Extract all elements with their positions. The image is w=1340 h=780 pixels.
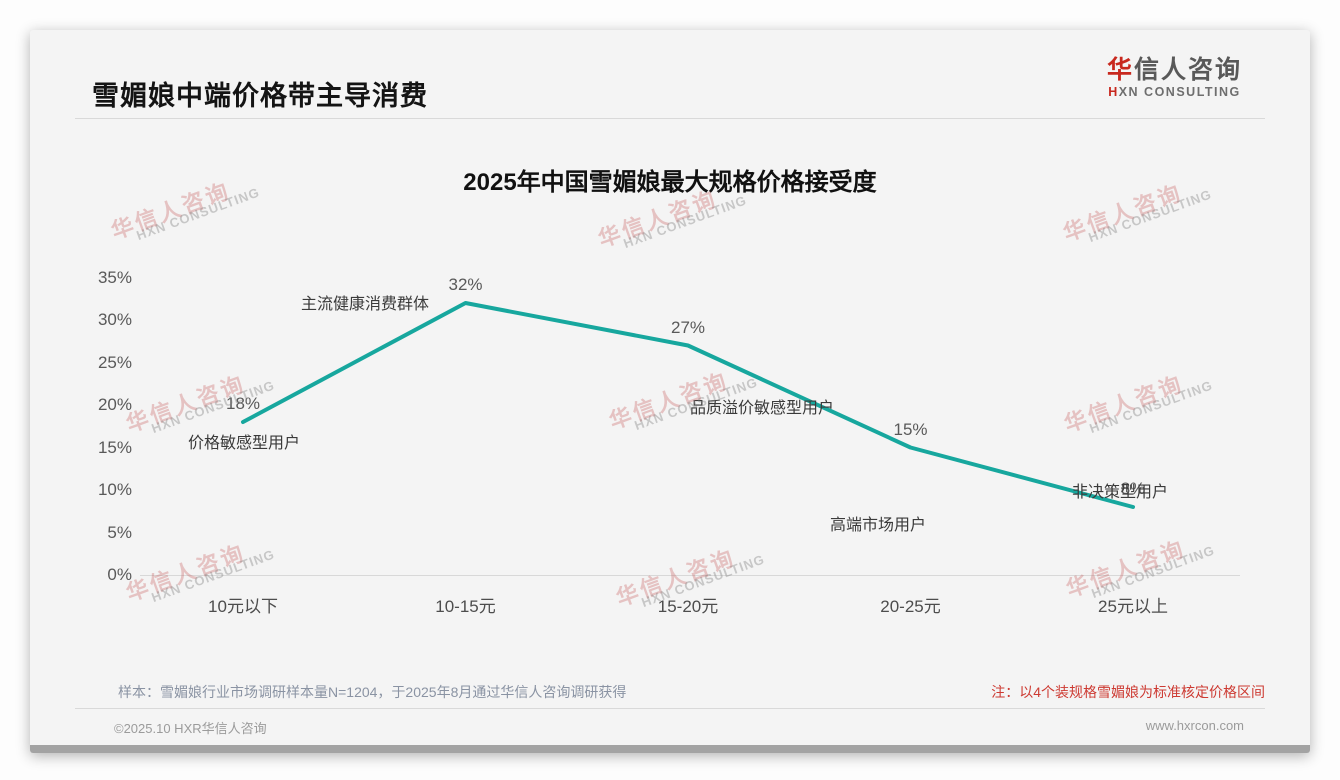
page-title: 雪媚娘中端价格带主导消费: [92, 81, 428, 111]
segment-annotation: 主流健康消费群体: [300, 296, 430, 313]
data-point-label: 8%: [1120, 479, 1146, 498]
segment-annotation: 高端市场用户: [829, 517, 927, 534]
logo-cn-text: 华信人咨询: [1106, 56, 1242, 84]
data-point-label: 18%: [225, 394, 261, 413]
x-axis-tick: 10-15元: [435, 597, 496, 616]
bottom-accent-bar: [30, 745, 1310, 753]
x-axis-tick: 20-25元: [880, 597, 941, 616]
header-divider: [75, 118, 1265, 119]
report-card: 雪媚娘中端价格带主导消费 华信人咨询 HXN CONSULTING 2025年中…: [30, 30, 1310, 753]
data-point-label: 15%: [893, 419, 928, 439]
chart-title: 2025年中国雪媚娘最大规格价格接受度: [463, 169, 877, 196]
sample-note: 样本：雪媚娘行业市场调研样本量N=1204，于2025年8月通过华信人咨询调研获…: [118, 684, 627, 700]
segment-annotation: 品质溢价敏感型用户: [689, 400, 835, 417]
x-axis-tick: 10元以下: [208, 597, 278, 616]
company-logo: 华信人咨询 HXN CONSULTING: [1107, 56, 1242, 99]
segment-annotation: 价格敏感型用户: [187, 435, 301, 452]
copyright-text: ©2025.10 HXR华信人咨询: [114, 721, 267, 736]
y-axis-tick: 25%: [97, 352, 132, 372]
y-axis-tick: 0%: [107, 565, 132, 584]
website-url: www.hxrcon.com: [1145, 718, 1244, 733]
data-point-label: 27%: [670, 317, 706, 337]
price-basis-note: 注：以4个装规格雪媚娘为标准核定价格区间: [991, 684, 1265, 700]
logo-en-text: HXN CONSULTING: [1108, 84, 1241, 99]
y-axis-tick: 30%: [97, 310, 132, 329]
data-point-label: 32%: [448, 275, 483, 294]
x-axis-line: [140, 575, 1240, 576]
segment-annotation: 非决策型用户: [1071, 484, 1169, 501]
trend-line-svg: [241, 301, 1135, 509]
price-acceptance-line-chart: 35% 30% 25% 20% 15% 10% 5% 0% 10元以下 10-15元 15-20元 2…: [30, 30, 1310, 753]
y-axis-tick: 35%: [97, 267, 132, 287]
x-axis-tick: 25元以上: [1098, 597, 1168, 616]
y-axis-tick: 20%: [97, 395, 132, 414]
y-axis-tick: 5%: [107, 522, 132, 542]
y-axis-tick: 10%: [97, 480, 132, 499]
y-axis-tick: 15%: [97, 437, 132, 457]
footer-divider: [75, 708, 1265, 709]
x-axis-tick: 15-20元: [657, 597, 719, 616]
